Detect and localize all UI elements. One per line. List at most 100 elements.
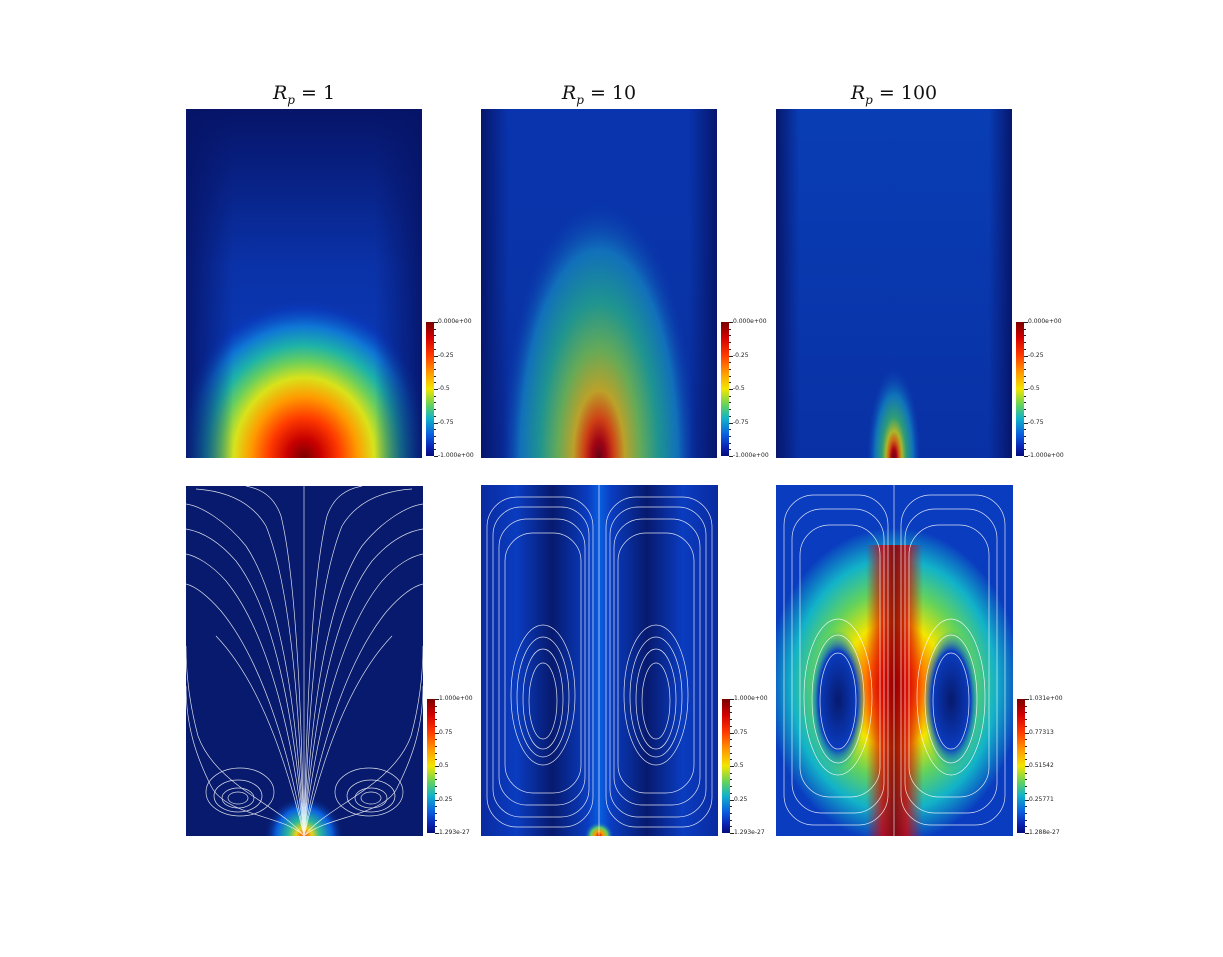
colorbar-major-tick <box>434 422 438 424</box>
colorbar-minor-tick <box>729 402 731 404</box>
colorbar-gradient <box>1017 699 1025 833</box>
colorbar-tick-label: -0.5 <box>733 385 745 392</box>
colorbar-tick-label: -1.000e+00 <box>733 452 769 459</box>
colorbar-tick-label: 0.25 <box>734 795 748 803</box>
colorbar-minor-tick <box>434 368 436 370</box>
colorbar-minor-tick <box>729 429 731 431</box>
colorbar-minor-tick <box>435 786 437 788</box>
colorbar-top-rp-100: 0.000e+00 -0.25 -0.5 -0.75 -1.000e+00 <box>1016 319 1076 462</box>
colorbar-minor-tick <box>1025 792 1027 794</box>
colorbar-minor-tick <box>729 368 731 370</box>
colorbar-tick-label: 0.5 <box>734 762 744 769</box>
colorbar-major-tick <box>1024 389 1028 390</box>
colorbar-tick-label: -0.25 <box>733 351 749 359</box>
colorbar-minor-tick <box>729 342 731 344</box>
colorbar-minor-tick <box>1025 779 1027 781</box>
colorbar-minor-tick <box>729 328 731 330</box>
colorbar-top-rp-10: 0.000e+00 -0.25 -0.5 -0.75 -1.000e+00 <box>721 318 781 462</box>
colorbar-minor-tick <box>434 415 436 417</box>
colorbar-major-tick <box>1024 355 1028 357</box>
colorbar-minor-tick <box>435 719 437 721</box>
colorbar-minor-tick <box>1024 429 1026 431</box>
colorbar-minor-tick <box>1025 786 1027 788</box>
colorbar-major-tick <box>729 389 733 390</box>
colorbar-minor-tick <box>730 725 732 727</box>
colorbar-minor-tick <box>729 395 731 397</box>
colorbar-minor-tick <box>1025 772 1027 774</box>
colorbar-minor-tick <box>729 362 731 364</box>
colorbar-minor-tick <box>729 442 731 444</box>
colorbar-minor-tick <box>434 375 436 377</box>
colorbar-minor-tick <box>729 435 731 437</box>
colorbar-major-tick <box>1024 422 1028 424</box>
field-plot-rp-10 <box>481 109 717 458</box>
colorbar-minor-tick <box>730 712 732 714</box>
colorbar-tick-label: 0.000e+00 <box>438 318 472 325</box>
colorbar-major-tick <box>1025 833 1029 834</box>
colorbar-major-tick <box>729 355 733 357</box>
colorbar-minor-tick <box>434 402 436 404</box>
colorbar-major-tick <box>435 833 439 834</box>
colorbar-minor-tick <box>1024 342 1026 344</box>
colorbar-major-tick <box>434 355 438 357</box>
colorbar-tick-label: -0.25 <box>438 351 454 359</box>
colorbar-gradient <box>722 699 730 833</box>
colorbar-tick-label: -1.000e+00 <box>1028 452 1064 459</box>
colorbar-major-tick <box>1024 456 1028 457</box>
colorbar-minor-tick <box>435 826 437 828</box>
colorbar-minor-tick <box>1024 395 1026 397</box>
colorbar-major-tick <box>1024 322 1028 323</box>
colorbar-tick-label: 1.293e-27 <box>734 829 765 836</box>
colorbar-minor-tick <box>1024 328 1026 330</box>
colorbar-major-tick <box>730 699 734 700</box>
colorbar-minor-tick <box>729 335 731 337</box>
colorbar-minor-tick <box>729 449 731 451</box>
colorbar-tick-label: 1.288e-27 <box>1029 829 1060 836</box>
colorbar-minor-tick <box>435 705 437 707</box>
colorbar-minor-tick <box>730 786 732 788</box>
colorbar-minor-tick <box>1025 725 1027 727</box>
colorbar-minor-tick <box>730 819 732 821</box>
colorbar-minor-tick <box>730 759 732 761</box>
colorbar-minor-tick <box>1024 435 1026 437</box>
colorbar-gradient <box>1016 322 1024 456</box>
colorbar-minor-tick <box>1024 442 1026 444</box>
colorbar-major-tick <box>729 322 733 323</box>
colorbar-minor-tick <box>435 759 437 761</box>
colorbar-minor-tick <box>730 812 732 814</box>
colorbar-minor-tick <box>1025 812 1027 814</box>
colorbar-major-tick <box>434 322 438 323</box>
colorbar-minor-tick <box>435 745 437 747</box>
colorbar-major-tick <box>1025 732 1029 734</box>
colorbar-minor-tick <box>730 779 732 781</box>
colorbar-major-tick <box>730 732 734 734</box>
colorbar-minor-tick <box>729 375 731 377</box>
colorbar-minor-tick <box>730 739 732 741</box>
colorbar-gradient <box>426 322 434 456</box>
colorbar-minor-tick <box>434 362 436 364</box>
colorbar-minor-tick <box>730 719 732 721</box>
colorbar-major-tick <box>434 389 438 390</box>
colorbar-tick-label: 0.75 <box>439 728 453 736</box>
colorbar-minor-tick <box>1024 348 1026 350</box>
colorbar-major-tick <box>730 799 734 801</box>
colorbar-minor-tick <box>730 752 732 754</box>
colorbar-tick-label: 0.51542 <box>1029 762 1054 769</box>
colorbar-tick-label: 0.77313 <box>1029 728 1054 736</box>
colorbar-minor-tick <box>1025 806 1027 808</box>
colorbar-minor-tick <box>730 745 732 747</box>
colorbar-tick-label: -0.5 <box>1028 385 1040 392</box>
colorbar-minor-tick <box>434 409 436 411</box>
colorbar-tick-label: 0.000e+00 <box>733 318 767 325</box>
colorbar-minor-tick <box>434 335 436 337</box>
colorbar-minor-tick <box>1025 819 1027 821</box>
colorbar-minor-tick <box>434 442 436 444</box>
colorbar-tick-label: 1.000e+00 <box>439 695 473 702</box>
colorbar-tick-label: 0.75 <box>734 728 748 736</box>
colorbar-minor-tick <box>435 752 437 754</box>
colorbar-tick-label: 1.031e+00 <box>1029 695 1063 702</box>
colorbar-minor-tick <box>1025 739 1027 741</box>
colorbar-minor-tick <box>1025 752 1027 754</box>
colorbar-tick-label: 0.5 <box>439 762 449 769</box>
colorbar-minor-tick <box>730 772 732 774</box>
